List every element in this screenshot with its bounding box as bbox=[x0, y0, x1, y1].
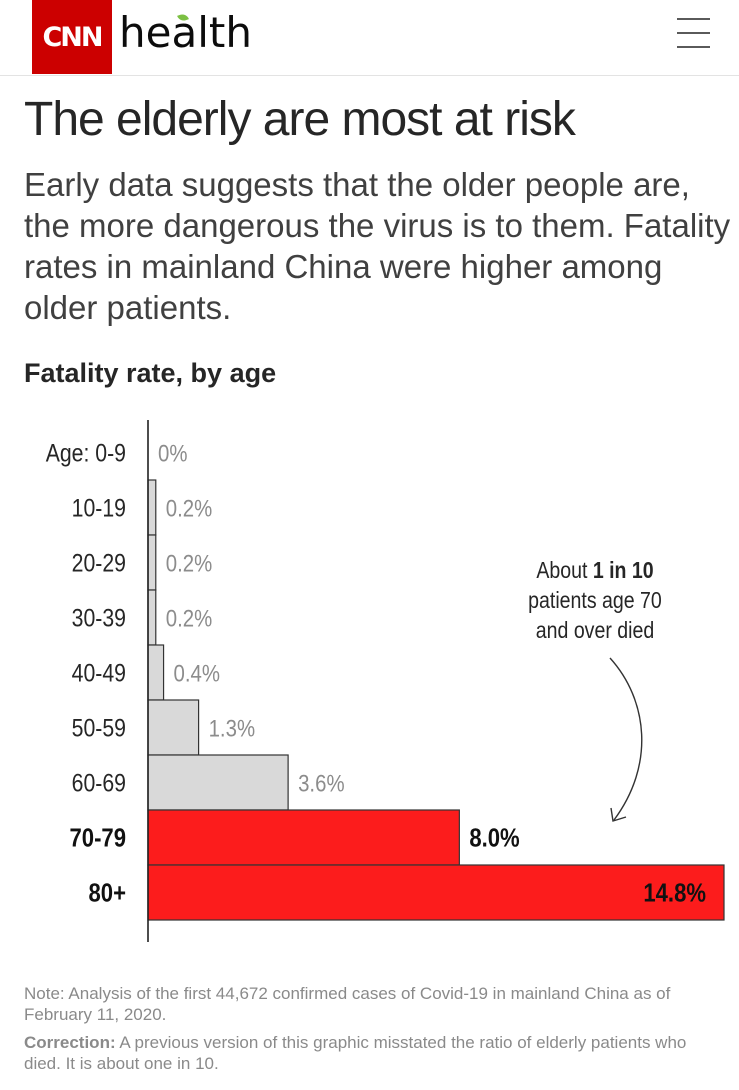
category-label-5: 50-59 bbox=[72, 714, 126, 742]
value-label-4: 0.4% bbox=[174, 660, 220, 687]
category-label-7: 70-79 bbox=[70, 824, 126, 853]
value-label-5: 1.3% bbox=[209, 715, 255, 742]
cnn-logo[interactable]: CNN bbox=[32, 0, 112, 74]
correction-label: Correction: bbox=[24, 1033, 116, 1052]
value-label-6: 3.6% bbox=[298, 770, 344, 797]
bar-6 bbox=[147, 754, 289, 811]
value-label-2: 0.2% bbox=[166, 550, 212, 577]
site-header: CNN health bbox=[0, 0, 739, 76]
footnote-note: Note: Analysis of the first 44,672 confi… bbox=[24, 984, 671, 1024]
category-label-1: 10-19 bbox=[72, 494, 126, 522]
bar-2 bbox=[147, 534, 157, 591]
category-label-2: 20-29 bbox=[72, 549, 126, 577]
chart-title: Fatality rate, by age bbox=[24, 358, 277, 388]
bar-3 bbox=[147, 589, 157, 646]
category-label-0: Age: 0-9 bbox=[46, 439, 126, 467]
cnn-logo-text: CNN bbox=[42, 21, 103, 53]
bar-8 bbox=[147, 864, 725, 921]
category-label-8: 80+ bbox=[89, 879, 126, 908]
article-subtitle: Early data suggests that the older peopl… bbox=[24, 166, 731, 326]
value-label-0: 0% bbox=[158, 440, 187, 467]
bar-4 bbox=[147, 644, 165, 701]
category-label-3: 30-39 bbox=[72, 604, 126, 632]
category-label-6: 60-69 bbox=[72, 769, 126, 797]
annotation-line-0: About 1 in 10 bbox=[536, 558, 653, 584]
annotation-line-2: and over died bbox=[536, 618, 654, 644]
annotation-arrowhead bbox=[610, 807, 627, 822]
fatality-bar-chart: Age: 0-9 0% 10-19 0.2% 20-29 0.2% 30-39 0.2% 40-… bbox=[46, 420, 725, 942]
value-label-8: 14.8% bbox=[643, 879, 706, 908]
article-title: The elderly are most at risk bbox=[24, 93, 576, 146]
annotation-arrow bbox=[609, 657, 643, 821]
hamburger-menu-icon[interactable] bbox=[675, 16, 713, 50]
value-label-7: 8.0% bbox=[469, 824, 519, 853]
bar-1 bbox=[147, 479, 157, 536]
bar-7 bbox=[147, 809, 460, 866]
value-label-3: 0.2% bbox=[166, 605, 212, 632]
category-label-4: 40-49 bbox=[72, 659, 126, 687]
annotation-line-1: patients age 70 bbox=[528, 588, 662, 614]
footnote: Note: Analysis of the first 44,672 confi… bbox=[24, 983, 714, 1074]
correction-text: A previous version of this graphic misst… bbox=[24, 1033, 687, 1073]
bar-5 bbox=[147, 699, 200, 756]
value-label-1: 0.2% bbox=[166, 495, 212, 522]
